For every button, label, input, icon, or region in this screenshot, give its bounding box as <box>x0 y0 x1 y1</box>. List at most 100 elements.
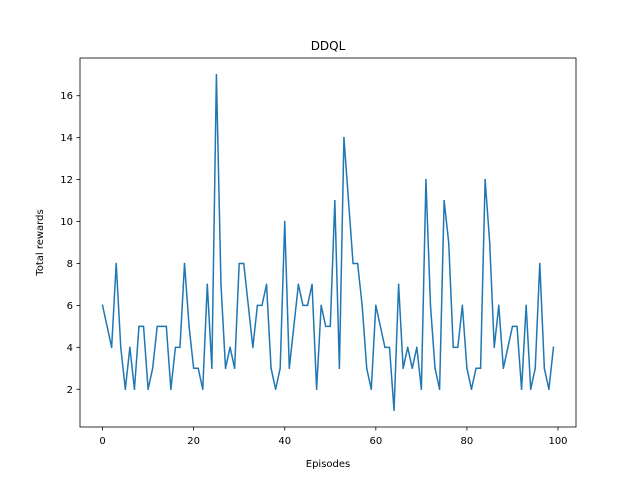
y-tick-label: 4 <box>67 343 73 354</box>
data-point <box>188 325 190 328</box>
data-point <box>215 74 218 76</box>
data-point <box>101 304 104 307</box>
data-point <box>548 388 550 391</box>
data-point <box>461 304 464 307</box>
data-point <box>411 367 414 370</box>
data-point <box>457 346 459 349</box>
data-point <box>406 346 409 349</box>
data-point <box>393 409 395 411</box>
data-point <box>484 178 486 181</box>
data-point <box>539 262 541 265</box>
data-point <box>525 304 527 307</box>
data-point <box>329 325 332 328</box>
data-point <box>543 367 546 370</box>
data-point <box>288 367 291 370</box>
y-tick-label: 14 <box>60 133 73 144</box>
data-point <box>133 388 136 391</box>
data-point <box>356 262 359 265</box>
data-point <box>170 388 172 391</box>
data-point <box>402 367 404 370</box>
data-point <box>365 367 368 370</box>
data-point <box>252 346 254 349</box>
data-point <box>270 367 272 370</box>
data-point <box>416 346 418 349</box>
data-point <box>142 325 145 328</box>
data-point <box>438 388 441 391</box>
data-point <box>192 367 195 370</box>
data-point <box>470 388 473 391</box>
chart-title: DDQL <box>311 39 346 53</box>
y-tick-label: 2 <box>67 385 73 396</box>
y-axis-label: Total rewards <box>35 209 46 276</box>
data-point <box>147 388 149 391</box>
y-tick-label: 10 <box>60 217 73 228</box>
data-point <box>174 346 177 349</box>
y-tick-label: 8 <box>67 259 73 270</box>
data-point <box>324 325 327 328</box>
plot-content <box>101 74 555 411</box>
x-tick-label: 40 <box>278 436 291 447</box>
data-point <box>347 199 350 202</box>
data-point <box>115 262 117 265</box>
data-point <box>220 283 222 286</box>
data-point <box>265 283 268 286</box>
data-point <box>242 262 245 265</box>
data-point <box>165 325 168 328</box>
data-point <box>279 367 281 370</box>
data-point <box>529 388 532 391</box>
data-point <box>156 325 158 328</box>
y-tick-label: 16 <box>60 91 73 102</box>
data-point <box>397 283 400 286</box>
data-point <box>306 304 309 307</box>
series-line <box>101 74 555 411</box>
data-point <box>183 262 186 265</box>
data-point <box>334 199 336 202</box>
data-point <box>120 346 122 349</box>
data-point <box>229 346 231 349</box>
data-point <box>379 325 382 328</box>
data-point <box>124 388 127 391</box>
data-point <box>502 367 505 370</box>
data-point <box>233 367 236 370</box>
data-point <box>202 388 204 391</box>
data-point <box>129 346 131 349</box>
data-point <box>320 304 322 307</box>
data-point <box>516 325 518 328</box>
data-point <box>429 304 432 307</box>
data-point <box>375 304 377 307</box>
data-point <box>552 346 555 349</box>
data-point <box>138 325 140 328</box>
data-point <box>247 304 250 307</box>
data-point <box>420 388 423 391</box>
data-point <box>507 346 509 349</box>
data-point <box>274 388 277 391</box>
data-point <box>452 346 454 349</box>
data-point <box>370 388 373 391</box>
data-point <box>493 346 495 349</box>
data-point <box>361 304 363 307</box>
data-point <box>466 367 468 370</box>
data-point <box>293 325 295 328</box>
data-point <box>475 367 477 370</box>
data-point <box>352 262 354 265</box>
data-point <box>238 262 240 265</box>
data-point <box>151 367 154 370</box>
x-tick-label: 80 <box>461 436 474 447</box>
plot-frame <box>79 57 577 428</box>
x-axis-label: Episodes <box>306 459 350 470</box>
data-point <box>197 367 199 370</box>
data-point <box>224 367 227 370</box>
data-point <box>511 325 514 328</box>
data-point <box>443 199 445 202</box>
y-axis: 2 4 6 8 10 12 14 16 <box>60 91 80 396</box>
data-point <box>179 346 181 349</box>
data-point <box>434 367 436 370</box>
data-point <box>447 241 450 244</box>
data-point <box>161 325 163 328</box>
data-point <box>520 388 523 391</box>
x-tick-label: 0 <box>99 436 105 447</box>
x-tick-label: 60 <box>369 436 382 447</box>
series-points <box>101 74 555 411</box>
